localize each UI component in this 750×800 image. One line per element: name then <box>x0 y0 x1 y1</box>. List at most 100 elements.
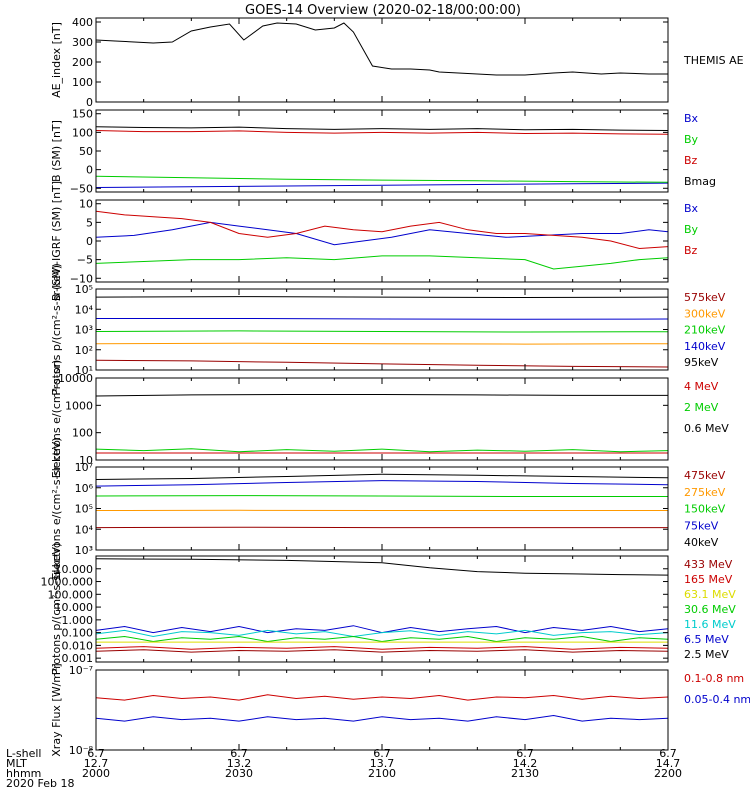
y-axis-label: Electrons e/(cm²-s-sr-keV) <box>50 437 63 579</box>
y-tick-label: 100.000 <box>48 588 94 601</box>
y-tick-label: 10³ <box>75 324 93 337</box>
series-line-433-mev <box>95 649 669 653</box>
y-tick-label: 10⁻⁸ <box>69 744 94 757</box>
panel-8: 10⁻⁸ 10⁻⁷ Xray Flux [W/m²] 0.1-0.8 nm 0.05-0… <box>50 663 750 757</box>
panel-frame <box>95 669 669 751</box>
footer-value: 14.2 <box>513 757 538 770</box>
y-axis-label: Protons p/(cm²-s-sr-keV) <box>50 543 63 676</box>
series-line-bmag <box>95 126 669 131</box>
y-axis-label: Protons p/(cm²-s-sr-keV) <box>50 263 63 396</box>
y-tick-label: 10⁴ <box>75 523 94 536</box>
series-line-300kev <box>95 342 669 345</box>
panel-1: 0 100 200 300 400 AE_index [nT] THEMIS AE <box>50 16 744 109</box>
footer-row-label: MLT <box>6 757 27 770</box>
y-tick-label: 10 <box>79 454 93 467</box>
footer-value: 2000 <box>82 767 110 780</box>
y-tick-label: 1.000 <box>62 614 94 627</box>
y-tick-label: 200 <box>72 56 93 69</box>
panel-frame <box>95 377 669 461</box>
series-line-150kev <box>95 495 668 497</box>
series-line-210kev <box>95 330 669 333</box>
legend-entry: 75keV <box>684 519 719 532</box>
y-axis-label: B (SM) [nT] <box>50 120 63 182</box>
footer-value: 14.7 <box>656 757 681 770</box>
y-axis-label: Xray Flux [W/m²] <box>50 663 63 756</box>
footer-value: 2130 <box>511 767 539 780</box>
y-tick-label: 10⁵ <box>75 503 93 516</box>
y-tick-label: −50 <box>70 182 93 195</box>
legend-entry: Bx <box>684 202 699 215</box>
series-line-bz <box>95 130 669 135</box>
legend-entry: 210keV <box>684 324 726 337</box>
series-line-11-6-mev <box>95 629 669 638</box>
y-tick-label: 300 <box>72 36 93 49</box>
footer-value: 2030 <box>225 767 253 780</box>
legend-entry: 165 MeV <box>684 573 733 586</box>
legend-entry: 2.5 MeV <box>684 648 729 661</box>
y-tick-label: 10000 <box>58 372 93 385</box>
y-tick-label: 0.001 <box>62 652 94 665</box>
y-tick-label: 1000.000 <box>41 576 94 589</box>
y-tick-label: 100 <box>72 126 93 139</box>
series-line-165-mev <box>95 646 669 650</box>
footer-row-label: hhmm <box>6 767 41 780</box>
legend-entry: 140keV <box>684 340 726 353</box>
legend-entry: Bz <box>684 244 698 257</box>
y-tick-label: 50 <box>79 145 93 158</box>
footer-value: 12.7 <box>84 757 109 770</box>
legend-entry: 40keV <box>684 536 719 549</box>
series-line-bx <box>95 221 669 246</box>
panel-6: 10³ 10⁴ 10⁵ 10⁶ 10⁷ Electrons e/(cm²-s-sr-keV… <box>50 437 726 579</box>
footer-value: 6.7 <box>516 747 534 760</box>
y-tick-label: 150 <box>72 108 93 121</box>
y-axis-label: AE_index [nT] <box>50 22 63 98</box>
legend-entry: 95keV <box>684 356 719 369</box>
legend-entry: 0.6 MeV <box>684 422 729 435</box>
chart-title: GOES-14 Overview (2020-02-18/00:00:00) <box>245 3 521 18</box>
legend-entry: 30.6 MeV <box>684 603 736 616</box>
y-tick-label: 5 <box>86 216 93 229</box>
legend-entry: By <box>684 223 699 236</box>
panel-frame <box>95 17 669 103</box>
series-line-by <box>95 175 669 183</box>
panel-frame <box>95 199 669 283</box>
y-tick-label: 400 <box>72 16 93 29</box>
legend-entry: Bz <box>684 154 698 167</box>
legend-entry: Bmag <box>684 175 716 188</box>
legend-entry: Bx <box>684 112 699 125</box>
footer-value: 13.7 <box>370 757 395 770</box>
legend-entry: 300keV <box>684 307 726 320</box>
legend-entry: 475keV <box>684 469 726 482</box>
series-line-75kev <box>95 480 669 487</box>
footer-value: 6.7 <box>230 747 248 760</box>
y-tick-label: 10⁶ <box>75 482 94 495</box>
footer-value: 2200 <box>654 767 682 780</box>
series-line-themis-ae <box>95 22 668 76</box>
y-tick-label: 100 <box>72 76 93 89</box>
series-line-2-mev <box>95 448 669 453</box>
legend-entry: 575keV <box>684 291 726 304</box>
legend-entry: 2 MeV <box>684 401 719 414</box>
y-tick-label: 10⁷ <box>75 461 93 474</box>
footer-row-label: L-shell <box>6 747 42 760</box>
series-line-bx <box>95 182 669 188</box>
legend-entry: 11.6 MeV <box>684 618 736 631</box>
panel-4: 10¹ 10² 10³ 10⁴ 10⁵ Protons p/(cm²-s-sr-keV) 5… <box>50 263 726 396</box>
y-tick-label: 100 <box>72 427 93 440</box>
footer-value: 6.7 <box>373 747 391 760</box>
y-tick-label: 10⁵ <box>75 283 93 296</box>
series-line-575kev <box>95 359 669 368</box>
series-line-0-05-0-4-nm <box>95 714 669 722</box>
panel-7: 0.0010.0100.1001.00010.000100.0001000.00… <box>41 543 737 676</box>
series-line-40kev <box>95 473 669 480</box>
y-axis-label: Electrons e/(cm²-s-sr) <box>50 360 63 479</box>
legend-entry: 0.1-0.8 nm <box>684 672 744 685</box>
legend-entry: 433 MeV <box>684 558 733 571</box>
footer-value: 13.2 <box>227 757 252 770</box>
y-tick-label: 10 <box>79 198 93 211</box>
panel-frame <box>95 288 669 371</box>
